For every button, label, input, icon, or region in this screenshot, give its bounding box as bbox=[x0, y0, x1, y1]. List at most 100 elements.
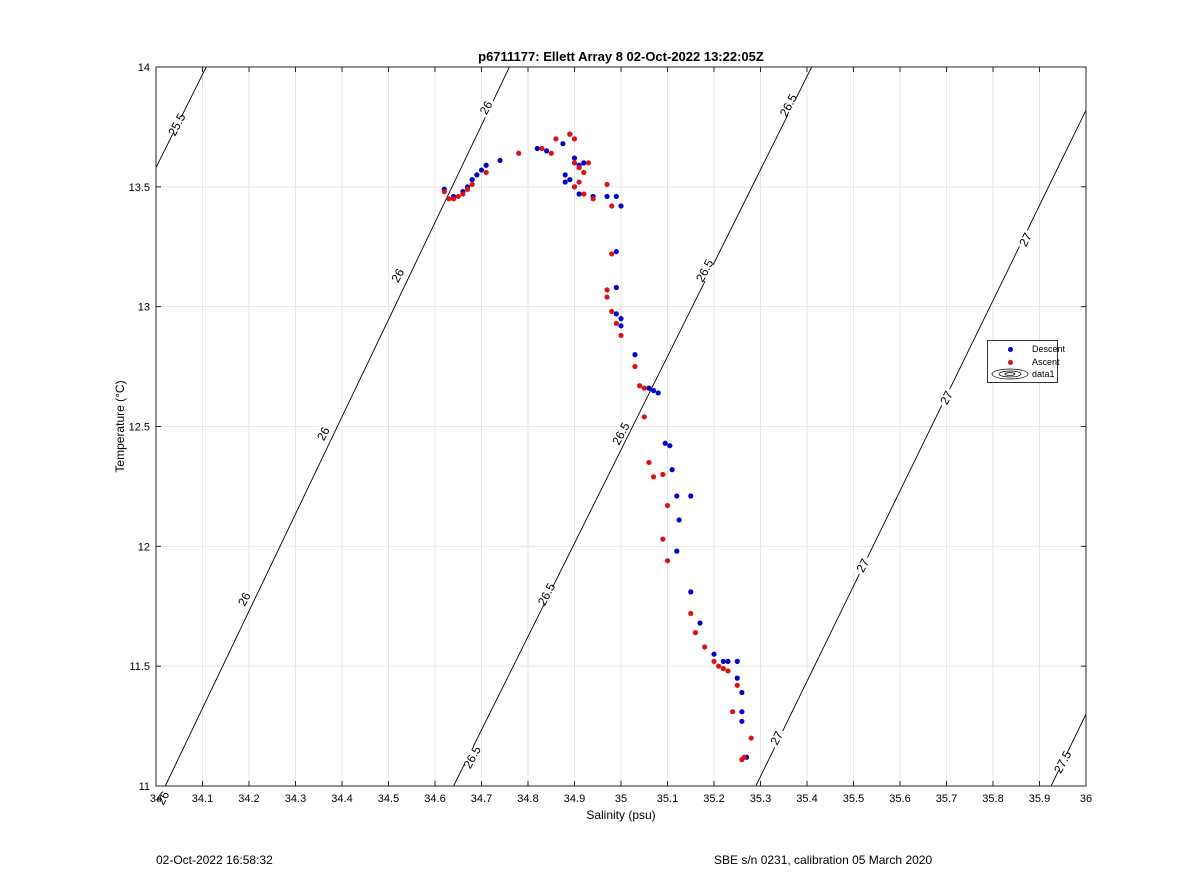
ascent-point bbox=[637, 383, 643, 389]
descent-point bbox=[734, 675, 740, 681]
ascent-point bbox=[609, 251, 615, 257]
descent-point bbox=[567, 177, 573, 183]
descent-point bbox=[497, 157, 503, 164]
x-tick-label: 34.1 bbox=[192, 793, 213, 805]
ascent-point bbox=[650, 474, 657, 480]
descent-point bbox=[613, 311, 619, 317]
footer-timestamp: 02-Oct-2022 16:58:32 bbox=[156, 853, 273, 867]
ascent-point bbox=[451, 196, 457, 202]
sigma-contour-26.5 bbox=[453, 67, 813, 786]
ascent-point bbox=[548, 150, 554, 156]
ascent-point bbox=[720, 665, 726, 672]
x-tick-label: 34.9 bbox=[564, 793, 585, 805]
ascent-point bbox=[660, 536, 666, 542]
contour-label-text: 25.5 bbox=[165, 111, 188, 138]
contour-label-gap bbox=[233, 587, 254, 610]
ascent-point bbox=[539, 145, 545, 152]
ascent-point bbox=[604, 287, 610, 293]
ascent-point bbox=[618, 332, 624, 339]
descent-point bbox=[618, 316, 624, 322]
series-descent bbox=[441, 131, 750, 760]
descent-point bbox=[667, 443, 673, 449]
descent-point bbox=[711, 651, 717, 657]
ascent-point bbox=[553, 136, 559, 142]
descent-point bbox=[697, 620, 703, 626]
ascent-point bbox=[581, 191, 587, 197]
contour-label: 25.5 bbox=[165, 111, 188, 138]
contour-label-gap bbox=[312, 422, 333, 445]
descent-point bbox=[632, 352, 638, 358]
ascent-point bbox=[590, 196, 596, 202]
descent-point bbox=[571, 155, 578, 161]
contour-label: 26.5 bbox=[693, 257, 716, 284]
ascent-point bbox=[748, 735, 754, 741]
descent-point bbox=[618, 203, 624, 209]
descent-point bbox=[469, 177, 475, 183]
x-tick-label: 35.1 bbox=[657, 793, 678, 805]
ascent-point bbox=[741, 754, 747, 760]
x-tick-label: 35.8 bbox=[982, 793, 1003, 805]
ascent-point bbox=[469, 181, 475, 188]
sigma-contour-27.5 bbox=[1050, 713, 1086, 786]
y-tick-label: 13 bbox=[138, 302, 150, 314]
descent-point bbox=[720, 658, 726, 664]
descent-point bbox=[560, 141, 566, 147]
descent-point bbox=[581, 160, 587, 166]
descent-point bbox=[650, 387, 657, 394]
descent-point bbox=[739, 689, 745, 696]
descent-point bbox=[562, 172, 568, 178]
legend-label: data1 bbox=[1032, 369, 1055, 379]
descent-point bbox=[576, 191, 582, 197]
ascent-point bbox=[571, 160, 578, 166]
sigma-contour-27 bbox=[755, 109, 1086, 786]
descent-point bbox=[474, 172, 480, 178]
contour-label-text: 27 bbox=[767, 729, 786, 748]
y-tick-label: 14 bbox=[138, 62, 150, 74]
ascent-point bbox=[567, 131, 573, 137]
ascent-point bbox=[692, 630, 699, 636]
ascent-point bbox=[613, 320, 619, 327]
y-tick-label: 12 bbox=[138, 541, 150, 553]
ascent-point bbox=[609, 308, 615, 315]
ascent-point bbox=[646, 459, 652, 466]
ascent-point bbox=[483, 169, 489, 176]
contour-label-gap bbox=[936, 386, 957, 409]
ascent-point bbox=[585, 160, 592, 166]
x-tick-label: 34.4 bbox=[331, 793, 352, 805]
ascent-point bbox=[576, 179, 582, 185]
contour-label: 27 bbox=[766, 726, 787, 749]
descent-point bbox=[725, 658, 731, 664]
descent-point bbox=[478, 167, 485, 173]
ascent-point bbox=[441, 189, 447, 195]
contour-label: 27.5 bbox=[1051, 748, 1074, 775]
contour-label-text: 27.5 bbox=[1051, 748, 1074, 775]
contour-label: 26.5 bbox=[461, 743, 484, 770]
descent-point bbox=[734, 658, 740, 664]
contour-label-text: 26 bbox=[477, 98, 496, 117]
ascent-point bbox=[641, 385, 647, 391]
x-tick-label: 34.5 bbox=[378, 793, 399, 805]
contour-label-gap bbox=[1015, 228, 1036, 251]
footer-calibration: SBE s/n 0231, calibration 05 March 2020 bbox=[714, 853, 933, 867]
x-tick-label: 36 bbox=[1080, 793, 1092, 805]
descent-point bbox=[688, 493, 694, 499]
contour-label-text: 26.5 bbox=[693, 257, 716, 284]
x-tick-label: 34.7 bbox=[471, 793, 492, 805]
ascent-point bbox=[711, 658, 717, 664]
ascent-point bbox=[660, 471, 666, 478]
descent-point bbox=[646, 385, 652, 391]
ascent-point bbox=[571, 184, 578, 190]
series-ascent bbox=[441, 131, 754, 763]
descent-point bbox=[534, 145, 540, 152]
legend: Descent Ascent data1 bbox=[987, 340, 1065, 383]
descent-point bbox=[604, 193, 610, 200]
y-tick-label: 13.5 bbox=[129, 182, 150, 194]
contour-label: 26.5 bbox=[535, 580, 558, 607]
ascent-point bbox=[688, 610, 694, 617]
contour-label: 26 bbox=[152, 786, 173, 809]
descent-point bbox=[544, 148, 550, 154]
x-tick-label: 34.3 bbox=[285, 793, 306, 805]
ascent-point bbox=[576, 165, 582, 171]
contour-label-text: 27 bbox=[853, 556, 872, 575]
